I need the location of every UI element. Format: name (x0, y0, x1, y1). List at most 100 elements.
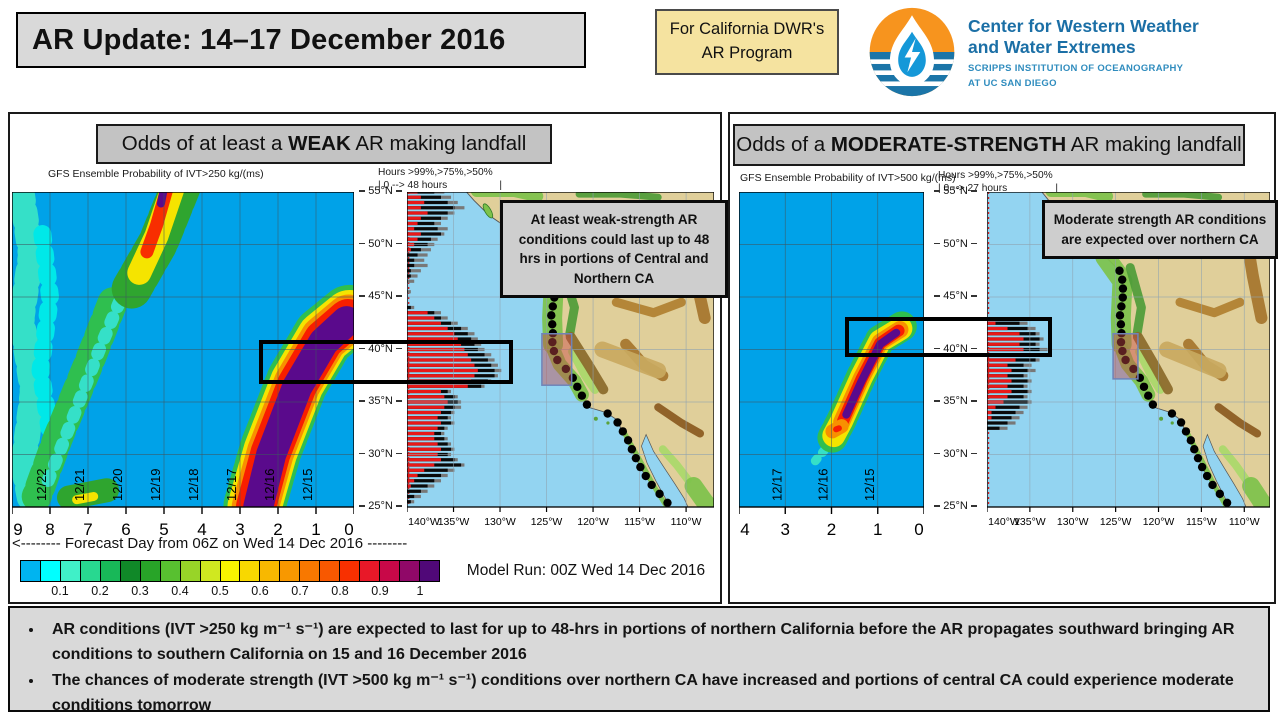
longitude-tick-label: 130°W (1057, 516, 1089, 528)
hours-legend-line2: | 0 --> 27 hours (938, 182, 1008, 194)
latitude-tick-label: 30°N (354, 448, 407, 460)
latitude-tick-label: 35°N (354, 395, 407, 407)
longitude-tick-label: 115°W (624, 516, 655, 528)
weak-ar-panel: Odds of at least a WEAK AR making landfa… (0, 112, 728, 604)
colorbar-tick-label: 0.8 (331, 584, 349, 598)
latitude-tick-label: 45°N (354, 290, 407, 302)
forecast-day-tick: 1 (873, 520, 882, 539)
ar-landfall-zone (541, 333, 573, 386)
forecast-day-tick: 3 (781, 520, 790, 539)
colorbar-cell (21, 561, 41, 581)
colorbar-cell (320, 561, 341, 581)
date-label: 12/19 (148, 468, 163, 501)
page-title: AR Update: 14–17 December 2016 (16, 12, 586, 68)
latitude-tick-label: 35°N (924, 395, 987, 407)
longitude-tick-label: 135°W (1014, 516, 1046, 528)
forecast-day-tick: 3 (235, 520, 244, 539)
colorbar-tick-label: 1 (416, 584, 424, 598)
colorbar-cell (260, 561, 281, 581)
title-suffix: AR making landfall (1066, 133, 1242, 156)
latitude-axis: 55°N 50°N 45°N 40°N 35°N 30°N 25°N (924, 185, 987, 512)
longitude-tick-label: 110°W (671, 516, 702, 528)
logo-org-line1: Center for Western Weather (968, 16, 1199, 36)
latitude-axis: 55°N 50°N 45°N 40°N 35°N 30°N 25°N (354, 185, 407, 512)
colorbar-cell (300, 561, 321, 581)
longitude-tick-label: 115°W (1186, 516, 1217, 528)
latitude-tick-label: 40°N (924, 343, 987, 355)
colorbar-cell (400, 561, 421, 581)
hours-legend-line2: | 0 --> 48 hours (378, 179, 448, 191)
date-label: 12/21 (72, 468, 87, 501)
colorbar-cell (140, 561, 161, 581)
forecast-day-axis-label: <-------- Forecast Day from 06Z on Wed 1… (12, 535, 408, 552)
dwr-program-badge: For California DWR's AR Program (655, 9, 839, 75)
forecast-day-tick: 8 (45, 520, 54, 539)
highlight-rectangle-weak (259, 340, 513, 384)
forecast-day-tick: 5 (159, 520, 168, 539)
hours-legend: Hours >99%,>75%,>50% | 0 --> 27 hours | (938, 170, 1058, 196)
logo-sub-line1: SCRIPPS INSTITUTION OF OCEANOGRAPHY (968, 63, 1184, 75)
model-run-label: Model Run: 00Z Wed 14 Dec 2016 (466, 562, 706, 579)
highlight-rectangle-moderate (845, 317, 1052, 357)
latitude-tick-label: 25°N (924, 500, 987, 512)
colorbar-tick-label: 0.4 (171, 584, 189, 598)
date-label: 12/16 (262, 468, 277, 501)
longitude-tick-label: 110°W (1229, 516, 1260, 528)
cw3e-logo-text: Center for Western Weather and Water Ext… (968, 4, 1199, 91)
forecast-day-tick: 6 (121, 520, 130, 539)
moderate-ar-panel: Odds of a MODERATE-STRENGTH AR making la… (723, 112, 1278, 604)
longitude-tick-label: 120°W (577, 516, 609, 528)
longitude-tick-label: 125°W (1100, 516, 1132, 528)
hours-legend: Hours >99%,>75%,>50% | 0 --> 48 hours | (378, 167, 502, 193)
longitude-tick-label: 140°W (408, 516, 440, 528)
longitude-tick-label: 130°W (484, 516, 516, 528)
colorbar-cell (120, 561, 141, 581)
title-prefix: Odds of a (736, 133, 831, 156)
colorbar-tick-label: 0.7 (291, 584, 309, 598)
latitude-tick-label: 55°N (354, 185, 407, 197)
colorbar-cell (80, 561, 101, 581)
probability-colorbar: 0.1 0.2 0.3 0.4 0.5 0.6 0.7 0.8 0.9 1 (20, 560, 440, 598)
summary-bullet: The chances of moderate strength (IVT >5… (44, 668, 1252, 719)
colorbar-cell (360, 561, 381, 581)
hovmoller-svg: 12/2312/2212/2112/2012/1912/1812/1712/16… (0, 191, 355, 539)
colorbar-cell (200, 561, 221, 581)
latitude-tick-label: 25°N (354, 500, 407, 512)
latitude-tick-label: 45°N (924, 290, 987, 302)
hours-legend-end-pipe: | (499, 179, 502, 191)
date-label: 12/20 (110, 468, 125, 501)
date-label: 12/16 (816, 468, 831, 501)
latitude-tick-label: 50°N (354, 238, 407, 250)
colorbar-cell (180, 561, 201, 581)
cw3e-logo: Center for Western Weather and Water Ext… (866, 4, 1266, 104)
date-label: 12/15 (300, 468, 315, 501)
forecast-day-tick: 7 (83, 520, 92, 539)
title-strong: MODERATE-STRENGTH (830, 133, 1067, 156)
callout-weak: At least weak-strength AR conditions cou… (500, 200, 728, 299)
title-strong: WEAK (288, 132, 351, 155)
colorbar-cell (240, 561, 261, 581)
colorbar-cell (380, 561, 401, 581)
logo-org-line2: and Water Extremes (968, 36, 1136, 57)
longitude-tick-label: 125°W (531, 516, 563, 528)
colorbar-tick-label: 0.9 (371, 584, 389, 598)
gfs-probability-label: GFS Ensemble Probability of IVT>250 kg/(… (48, 168, 264, 180)
colorbar-cell (220, 561, 241, 581)
summary-bullet: AR conditions (IVT >250 kg m⁻¹ s⁻¹) are … (44, 617, 1252, 668)
dwr-line1: For California DWR's (669, 20, 825, 39)
cw3e-logo-icon (869, 7, 955, 97)
forecast-day-tick: 2 (273, 520, 282, 539)
longitude-tick-label: 120°W (1143, 516, 1175, 528)
colorbar-cell (160, 561, 181, 581)
colorbar-tick-label: 0.1 (51, 584, 69, 598)
dwr-line2: AR Program (701, 44, 793, 62)
latitude-tick-label: 50°N (924, 238, 987, 250)
hours-legend-line1: Hours >99%,>75%,>50% (938, 170, 1053, 181)
weak-ar-panel-title: Odds of at least a WEAK AR making landfa… (96, 124, 552, 164)
longitude-tick-label: 135°W (438, 516, 470, 528)
moderate-ar-panel-title: Odds of a MODERATE-STRENGTH AR making la… (733, 124, 1245, 166)
latitude-tick-label: 40°N (354, 343, 407, 355)
colorbar-tick-label: 0.3 (131, 584, 149, 598)
